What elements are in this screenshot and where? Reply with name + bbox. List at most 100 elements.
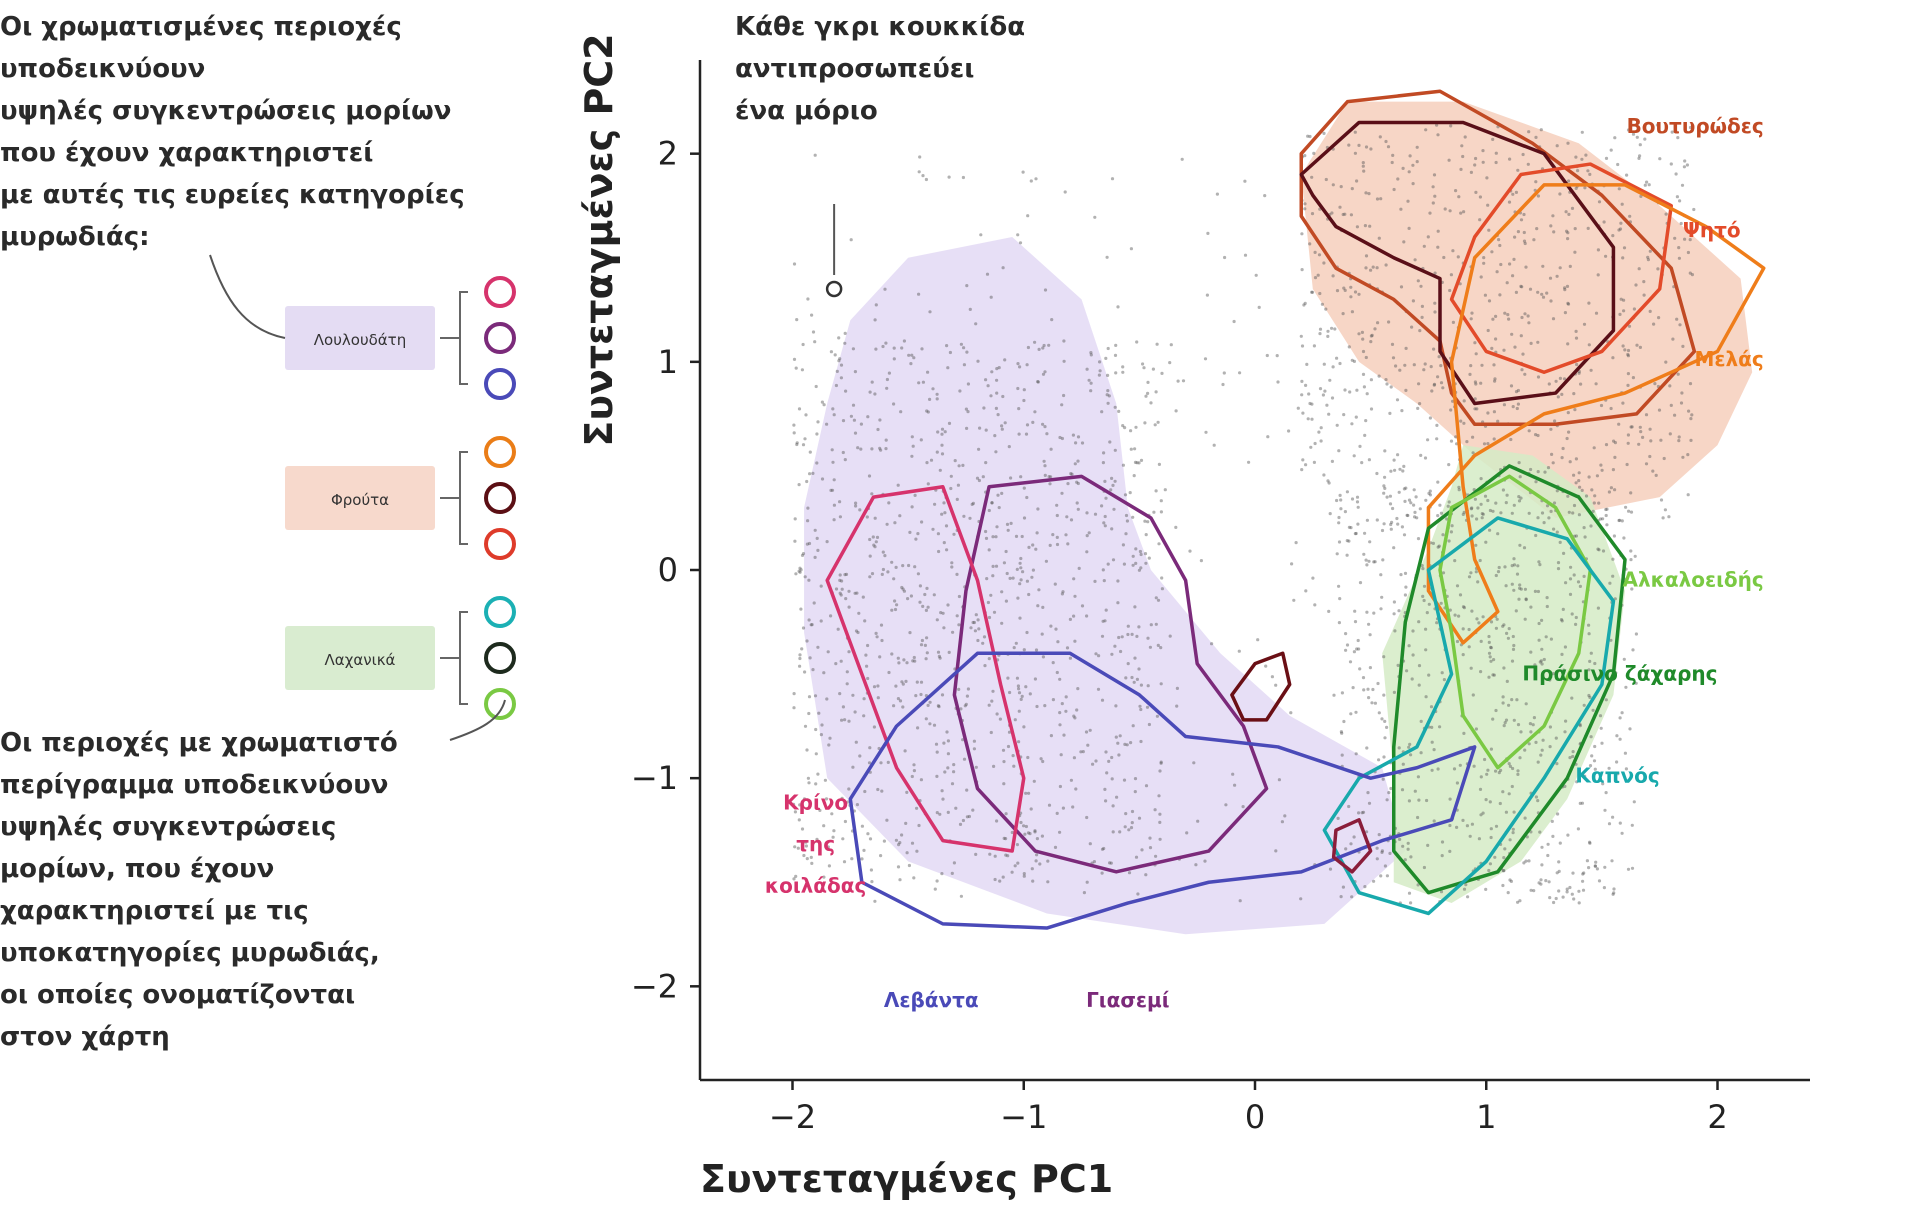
- molecule-dot: [1312, 151, 1316, 155]
- molecule-dot: [1547, 382, 1551, 386]
- molecule-dot: [957, 623, 961, 627]
- molecule-dot: [1126, 632, 1130, 637]
- molecule-dot: [1094, 652, 1098, 656]
- molecule-dot: [1377, 711, 1381, 715]
- molecule-dot: [916, 572, 921, 576]
- molecule-dot: [1542, 521, 1546, 525]
- molecule-dot: [1371, 687, 1375, 692]
- molecule-dot: [1431, 541, 1435, 546]
- molecule-dot: [1683, 237, 1687, 241]
- molecule-dot: [1475, 617, 1479, 621]
- molecule-dot: [1593, 661, 1597, 666]
- molecule-dot: [1395, 398, 1400, 402]
- molecule-dot: [1623, 751, 1627, 755]
- molecule-dot: [1413, 789, 1417, 793]
- molecule-dot: [1353, 130, 1357, 134]
- molecule-dot: [1122, 778, 1127, 782]
- molecule-dot: [826, 845, 830, 849]
- molecule-dot: [831, 407, 835, 411]
- molecule-dot: [946, 810, 950, 815]
- molecule-dot: [1196, 819, 1200, 823]
- molecule-dot: [843, 341, 847, 345]
- molecule-dot: [845, 682, 849, 686]
- molecule-dot: [901, 682, 905, 686]
- molecule-dot: [1413, 515, 1417, 519]
- molecule-dot: [1373, 327, 1377, 331]
- molecule-dot: [1041, 422, 1045, 426]
- molecule-dot: [964, 702, 968, 707]
- molecule-dot: [962, 346, 966, 350]
- molecule-dot: [1602, 886, 1606, 890]
- molecule-dot: [1155, 342, 1159, 346]
- molecule-dot: [840, 579, 844, 583]
- molecule-dot: [1564, 719, 1568, 723]
- molecule-dot: [1599, 726, 1603, 730]
- molecule-dot: [1388, 494, 1392, 498]
- molecule-dot: [1501, 869, 1505, 873]
- molecule-dot: [1106, 401, 1110, 405]
- molecule-dot: [1048, 543, 1052, 548]
- molecule-dot: [808, 472, 812, 476]
- molecule-dot: [886, 570, 890, 574]
- molecule-dot: [1015, 567, 1019, 572]
- molecule-dot: [851, 403, 856, 407]
- molecule-dot: [832, 503, 837, 507]
- molecule-dot: [1110, 177, 1115, 181]
- molecule-dot: [901, 587, 905, 591]
- molecule-dot: [1004, 837, 1008, 841]
- molecule-dot: [1566, 411, 1570, 415]
- molecule-dot: [1457, 485, 1461, 489]
- legend-circle: [484, 596, 516, 628]
- molecule-dot: [925, 461, 929, 465]
- molecule-dot: [1492, 363, 1496, 367]
- molecule-dot: [1573, 408, 1577, 412]
- note-pointer-line: [209, 254, 286, 339]
- molecule-dot: [1134, 561, 1138, 566]
- molecule-dot: [1531, 723, 1535, 727]
- molecule-dot: [1138, 704, 1142, 708]
- molecule-dot: [1303, 202, 1307, 206]
- molecule-dot: [1046, 880, 1050, 884]
- molecule-dot: [1536, 589, 1540, 594]
- molecule-dot: [1337, 584, 1341, 588]
- molecule-dot: [1460, 144, 1464, 148]
- molecule-dot: [1025, 630, 1029, 635]
- molecule-dot: [1043, 704, 1047, 708]
- molecule-dot: [878, 655, 882, 659]
- molecule-dot: [1479, 775, 1483, 779]
- molecule-dot: [900, 346, 904, 350]
- molecule-dot: [919, 778, 924, 782]
- molecule-dot: [907, 563, 911, 568]
- molecule-dot: [1071, 433, 1075, 437]
- molecule-dot: [1457, 614, 1461, 618]
- molecule-dot: [1015, 843, 1020, 847]
- molecule-dot: [876, 787, 880, 792]
- molecule-dot: [1064, 695, 1068, 699]
- molecule-dot: [1482, 256, 1486, 260]
- molecule-dot: [1617, 518, 1621, 523]
- molecule-dot: [1470, 506, 1474, 510]
- molecule-dot: [995, 712, 999, 716]
- molecule-dot: [1310, 212, 1315, 216]
- molecule-dot: [1525, 835, 1529, 839]
- molecule-dot: [1104, 799, 1108, 803]
- molecule-dot: [1154, 489, 1158, 493]
- molecule-dot: [1006, 744, 1011, 749]
- molecule-dot: [914, 694, 918, 698]
- molecule-dot: [1556, 395, 1560, 399]
- molecule-dot: [1168, 634, 1172, 638]
- molecule-dot: [1447, 539, 1451, 543]
- molecule-dot: [1585, 859, 1589, 863]
- molecule-dot: [1611, 574, 1615, 578]
- molecule-dot: [1469, 364, 1473, 368]
- molecule-dot: [1570, 206, 1575, 210]
- molecule-dot: [940, 693, 945, 697]
- molecule-dot: [917, 292, 921, 296]
- molecule-dot: [1562, 551, 1566, 556]
- molecule-dot: [1344, 648, 1348, 652]
- molecule-dot: [1448, 797, 1452, 801]
- molecule-dot: [1527, 429, 1531, 433]
- molecule-dot: [943, 770, 947, 774]
- legend-circle: [484, 322, 516, 354]
- molecule-dot: [1687, 409, 1691, 413]
